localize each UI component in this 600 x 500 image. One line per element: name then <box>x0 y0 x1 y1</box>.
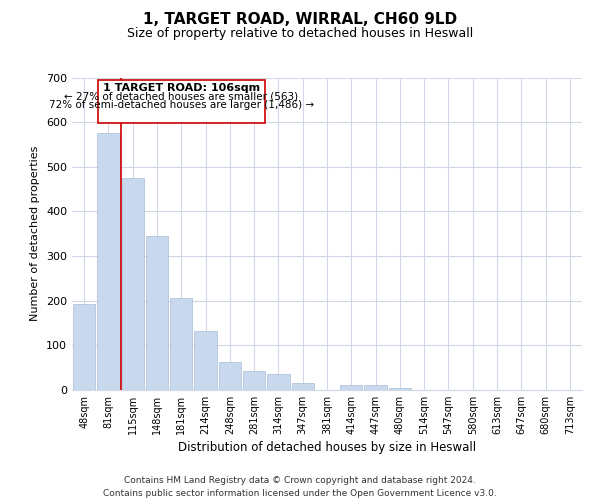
X-axis label: Distribution of detached houses by size in Heswall: Distribution of detached houses by size … <box>178 441 476 454</box>
Text: 1, TARGET ROAD, WIRRAL, CH60 9LD: 1, TARGET ROAD, WIRRAL, CH60 9LD <box>143 12 457 28</box>
Text: Contains HM Land Registry data © Crown copyright and database right 2024.: Contains HM Land Registry data © Crown c… <box>124 476 476 485</box>
Bar <box>73 304 95 390</box>
Bar <box>243 371 265 390</box>
Bar <box>170 298 193 390</box>
Bar <box>267 374 290 390</box>
Text: 1 TARGET ROAD: 106sqm: 1 TARGET ROAD: 106sqm <box>103 83 260 93</box>
Text: Contains public sector information licensed under the Open Government Licence v3: Contains public sector information licen… <box>103 489 497 498</box>
Bar <box>146 236 168 390</box>
Bar <box>194 330 217 390</box>
Bar <box>97 134 119 390</box>
Y-axis label: Number of detached properties: Number of detached properties <box>31 146 40 322</box>
Text: ← 27% of detached houses are smaller (563): ← 27% of detached houses are smaller (56… <box>64 92 298 102</box>
Bar <box>292 384 314 390</box>
Bar <box>389 388 411 390</box>
Text: 72% of semi-detached houses are larger (1,486) →: 72% of semi-detached houses are larger (… <box>49 100 314 110</box>
Bar <box>340 384 362 390</box>
Bar <box>364 384 387 390</box>
Text: Size of property relative to detached houses in Heswall: Size of property relative to detached ho… <box>127 28 473 40</box>
FancyBboxPatch shape <box>97 80 265 123</box>
Bar <box>218 362 241 390</box>
Bar <box>122 178 144 390</box>
